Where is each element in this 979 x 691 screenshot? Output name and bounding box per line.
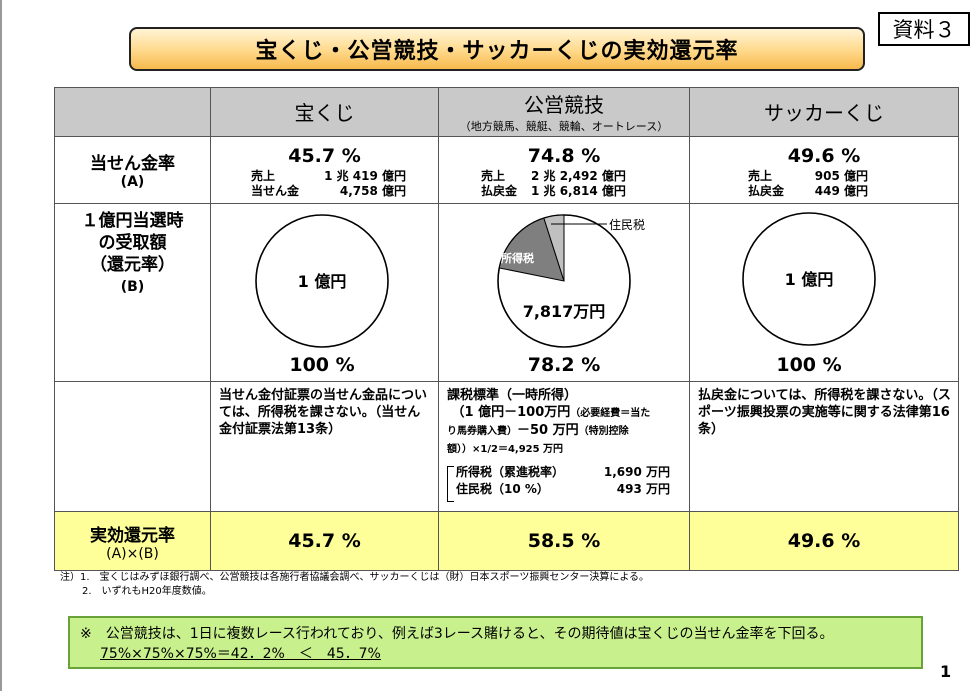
lottery-pie: 1 億円 100 % (255, 214, 389, 376)
footnote-2: 2. いずれもH20年度数値。 (82, 586, 212, 597)
racing-pie: 住民税 所得税 7,817万円 78.2 % (497, 214, 645, 376)
effective-label-cell: 実効還元率 (A)×(B) (54, 511, 211, 571)
notes-soccer-cell: 払戻金については、所得税を課さない。（スポーツ振興投票の実施等に関する法律第16… (689, 381, 959, 513)
receive-row: １億円当選時 の受取額 （還元率） (B) 1 億円 100 % 住民税 所得税… (54, 203, 959, 383)
soccer-receive-pct: 100 % (776, 354, 841, 376)
header-row: 宝くじ 公営競技 （地方競馬、競艇、競輪、オートレース） サッカーくじ (54, 87, 959, 137)
income-tax-label: 所得税 (501, 251, 534, 265)
payout-lottery-cell: 45.7 % 売上 1 兆 419 億円 当せん金 4,758 億円 (210, 135, 439, 205)
effective-row: 実効還元率 (A)×(B) 45.7 % 58.5 % 49.6 % (54, 511, 959, 571)
notes-lottery-cell: 当せん金付証票の当せん金品については、所得税を課さない。（当せん金付証票法第13… (210, 381, 439, 513)
document-label: 資料３ (878, 12, 970, 46)
callout-line-2: 75%×75%×75%＝42．2% ＜ 45．7% (100, 646, 381, 662)
header-lottery: 宝くじ (210, 87, 439, 137)
payout-soccer-cell: 49.6 % 売上 905 億円 払戻金 449 億円 (689, 135, 959, 205)
payout-racing-cell: 74.8 % 売上 2 兆 2,492 億円 払戻金 1 兆 6,814 億円 (438, 135, 690, 205)
notes-racing-cell: 課税標準（一時所得） （1 億円－100万円（必要経費＝当た り馬券購入費）－5… (438, 381, 690, 513)
header-soccer: サッカーくじ (689, 87, 959, 137)
footnote-1: 注）1. 宝くじはみずほ銀行調べ、公営競技は各施行者協議会調べ、サッカーくじは（… (60, 572, 650, 583)
tax-bracket (447, 466, 454, 503)
footnotes: 注）1. 宝くじはみずほ銀行調べ、公営競技は各施行者協議会調べ、サッカーくじは（… (60, 571, 649, 599)
lottery-receive-pct: 100 % (289, 354, 354, 376)
effective-soccer: 49.6 % (689, 511, 959, 571)
soccer-pie-circle (742, 212, 876, 346)
lottery-pie-circle (255, 214, 389, 348)
lottery-pie-label: 1 億円 (298, 272, 347, 291)
comparison-table: 宝くじ 公営競技 （地方競馬、競艇、競輪、オートレース） サッカーくじ 当せん金… (54, 87, 959, 571)
soccer-pie: 1 億円 100 % (742, 212, 876, 376)
payout-label-cell: 当せん金率 (A) (54, 135, 211, 205)
callout-box: ※ 公営競技は、1日に複数レース行われており、例えば3レース賭けると、その期待値… (68, 616, 923, 669)
racing-amount-label: 7,817万円 (523, 302, 606, 321)
header-racing: 公営競技 （地方競馬、競艇、競輪、オートレース） (438, 87, 690, 137)
receive-label-cell: １億円当選時 の受取額 （還元率） (B) (54, 203, 211, 383)
callout-line-1: ※ 公営競技は、1日に複数レース行われており、例えば3レース賭けると、その期待値… (80, 626, 834, 642)
payout-row: 当せん金率 (A) 45.7 % 売上 1 兆 419 億円 当せん金 4,758 … (54, 135, 959, 205)
header-empty-cell (54, 87, 211, 137)
racing-receive-pct: 78.2 % (528, 354, 601, 376)
effective-lottery: 45.7 % (210, 511, 439, 571)
effective-racing: 58.5 % (438, 511, 690, 571)
page-title: 宝くじ・公営競技・サッカーくじの実効還元率 (129, 27, 865, 71)
soccer-pie-label: 1 億円 (785, 270, 834, 289)
resident-tax-slice (543, 214, 565, 282)
notes-label-cell (54, 381, 211, 513)
receive-soccer-cell: 1 億円 100 % (689, 203, 959, 383)
resident-tax-label: 住民税 (609, 218, 645, 232)
page-number: 1 (940, 662, 952, 681)
notes-row: 当せん金付証票の当せん金品については、所得税を課さない。（当せん金付証票法第13… (54, 381, 959, 513)
receive-racing-cell: 住民税 所得税 7,817万円 78.2 % (438, 203, 690, 383)
receive-lottery-cell: 1 億円 100 % (210, 203, 439, 383)
racing-tax-breakdown: 所得税（累進税率） 1,690 万円 住民税（10 %） 493 万円 (447, 464, 689, 503)
income-tax-slice (498, 217, 565, 282)
page-left-edge (0, 0, 2, 691)
